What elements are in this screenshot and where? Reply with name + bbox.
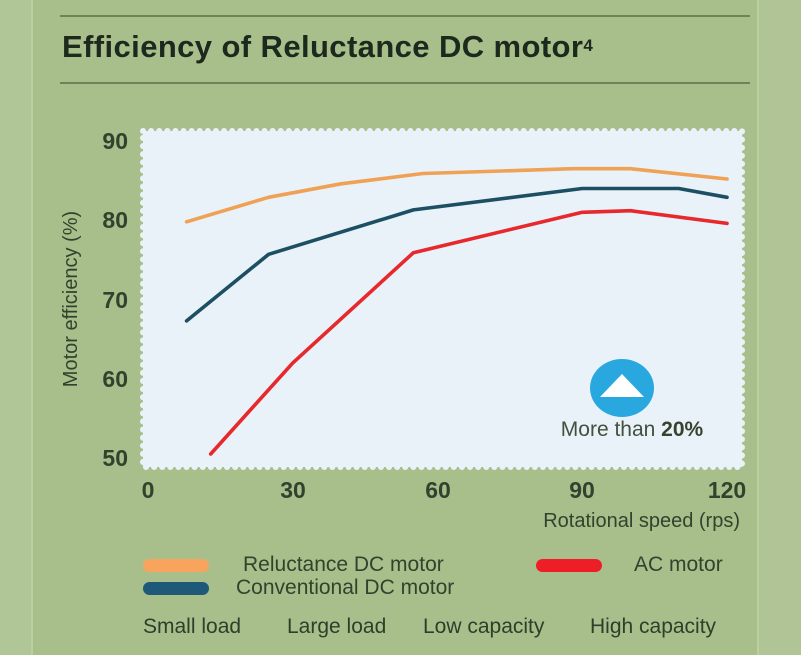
more-than-percent: 20% [661, 418, 704, 441]
y-tick-label: 50 [102, 445, 128, 471]
chart-title: Efficiency of Reluctance DC motor4 [62, 29, 593, 65]
left-edge-seam [31, 0, 33, 655]
legend-label-conventional: Conventional DC motor [236, 576, 455, 599]
footnote-large-load: Large load [287, 615, 387, 638]
legend-swatch-reluctance [143, 559, 209, 572]
y-tick-label: 70 [102, 287, 128, 313]
series-lines [184, 166, 729, 456]
plot-area [140, 128, 745, 470]
plot-background [140, 128, 745, 470]
chart-title-superscript: 4 [583, 36, 594, 55]
series-line-conventional-dc-motor [184, 186, 729, 323]
legend-label-ac: AC motor [634, 553, 723, 576]
up-triangle-icon [600, 374, 644, 397]
x-tick-label: 0 [141, 477, 155, 503]
right-edge-seam [757, 0, 759, 655]
x-tick-label: 30 [280, 477, 306, 503]
left-edge-strip [0, 0, 31, 655]
x-tick-label: 120 [707, 477, 747, 503]
title-rule-top [60, 15, 750, 17]
legend-label-reluctance: Reluctance DC motor [243, 553, 444, 576]
x-tick-label: 90 [569, 477, 595, 503]
legend-swatch-ac [536, 559, 602, 572]
x-axis-title: Rotational speed (rps) [543, 510, 740, 532]
footnote-low-capacity: Low capacity [423, 615, 545, 638]
right-edge-strip [759, 0, 801, 655]
x-tick-label: 60 [425, 477, 451, 503]
more-than-text: More than [560, 418, 662, 441]
chart-title-text: Efficiency of Reluctance DC motor [62, 29, 584, 64]
more-than-20-label: More than 20% [512, 418, 752, 442]
y-tick-label: 80 [102, 207, 128, 233]
y-tick-label: 60 [102, 366, 128, 392]
y-tick-label: 90 [102, 128, 128, 154]
footnote-high-capacity: High capacity [590, 615, 717, 638]
series-line-ac-motor [208, 208, 729, 456]
more-than-20-badge [590, 359, 654, 417]
footnote-small-load: Small load [143, 615, 242, 638]
series-line-reluctance-dc-motor [184, 166, 729, 224]
legend-swatch-conventional [143, 582, 209, 595]
title-rule-bottom [60, 82, 750, 84]
